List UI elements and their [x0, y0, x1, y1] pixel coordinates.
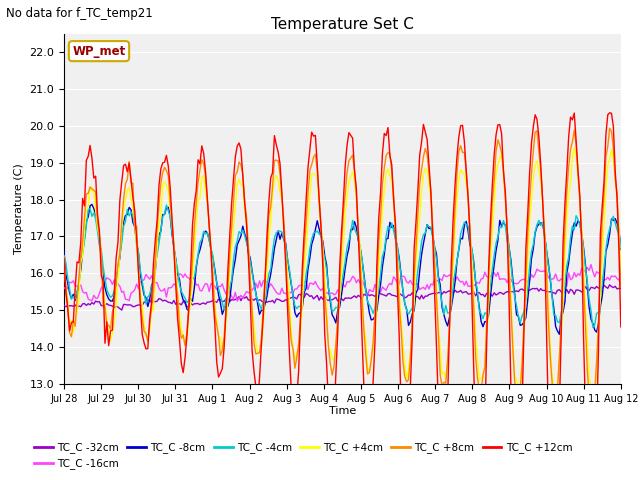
Title: Temperature Set C: Temperature Set C [271, 17, 414, 33]
X-axis label: Time: Time [329, 407, 356, 417]
Text: WP_met: WP_met [72, 45, 125, 58]
Legend: TC_C -32cm, TC_C -16cm, TC_C -8cm, TC_C -4cm, TC_C +4cm, TC_C +8cm, TC_C +12cm: TC_C -32cm, TC_C -16cm, TC_C -8cm, TC_C … [30, 438, 577, 474]
Text: No data for f_TC_temp21: No data for f_TC_temp21 [6, 7, 153, 20]
Y-axis label: Temperature (C): Temperature (C) [14, 163, 24, 254]
